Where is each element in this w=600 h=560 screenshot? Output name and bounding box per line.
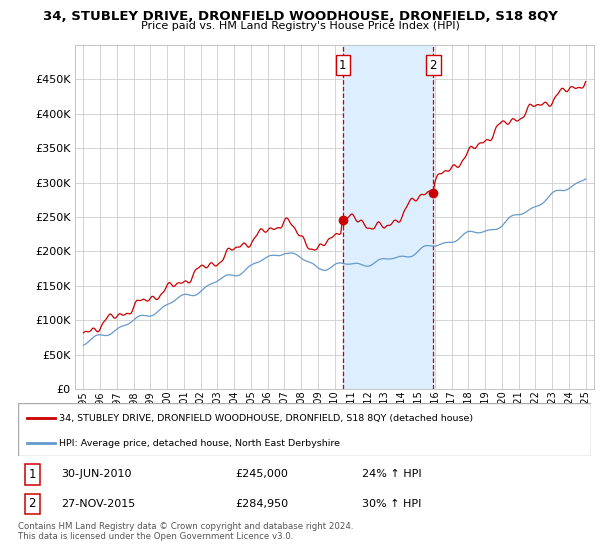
Text: 1: 1 xyxy=(339,59,347,72)
Text: 30-JUN-2010: 30-JUN-2010 xyxy=(61,469,131,479)
Text: 30% ↑ HPI: 30% ↑ HPI xyxy=(362,499,421,509)
Text: 34, STUBLEY DRIVE, DRONFIELD WOODHOUSE, DRONFIELD, S18 8QY: 34, STUBLEY DRIVE, DRONFIELD WOODHOUSE, … xyxy=(43,10,557,23)
Text: £245,000: £245,000 xyxy=(236,469,289,479)
Text: 2: 2 xyxy=(430,59,437,72)
Text: 1: 1 xyxy=(29,468,36,481)
Text: £284,950: £284,950 xyxy=(236,499,289,509)
Text: 2: 2 xyxy=(29,497,36,510)
Text: Price paid vs. HM Land Registry's House Price Index (HPI): Price paid vs. HM Land Registry's House … xyxy=(140,21,460,31)
Text: 34, STUBLEY DRIVE, DRONFIELD WOODHOUSE, DRONFIELD, S18 8QY (detached house): 34, STUBLEY DRIVE, DRONFIELD WOODHOUSE, … xyxy=(59,414,473,423)
Text: HPI: Average price, detached house, North East Derbyshire: HPI: Average price, detached house, Nort… xyxy=(59,438,340,447)
Bar xyxy=(343,45,433,389)
Text: Contains HM Land Registry data © Crown copyright and database right 2024.
This d: Contains HM Land Registry data © Crown c… xyxy=(18,522,353,542)
Text: 24% ↑ HPI: 24% ↑ HPI xyxy=(362,469,421,479)
Text: 27-NOV-2015: 27-NOV-2015 xyxy=(61,499,135,509)
